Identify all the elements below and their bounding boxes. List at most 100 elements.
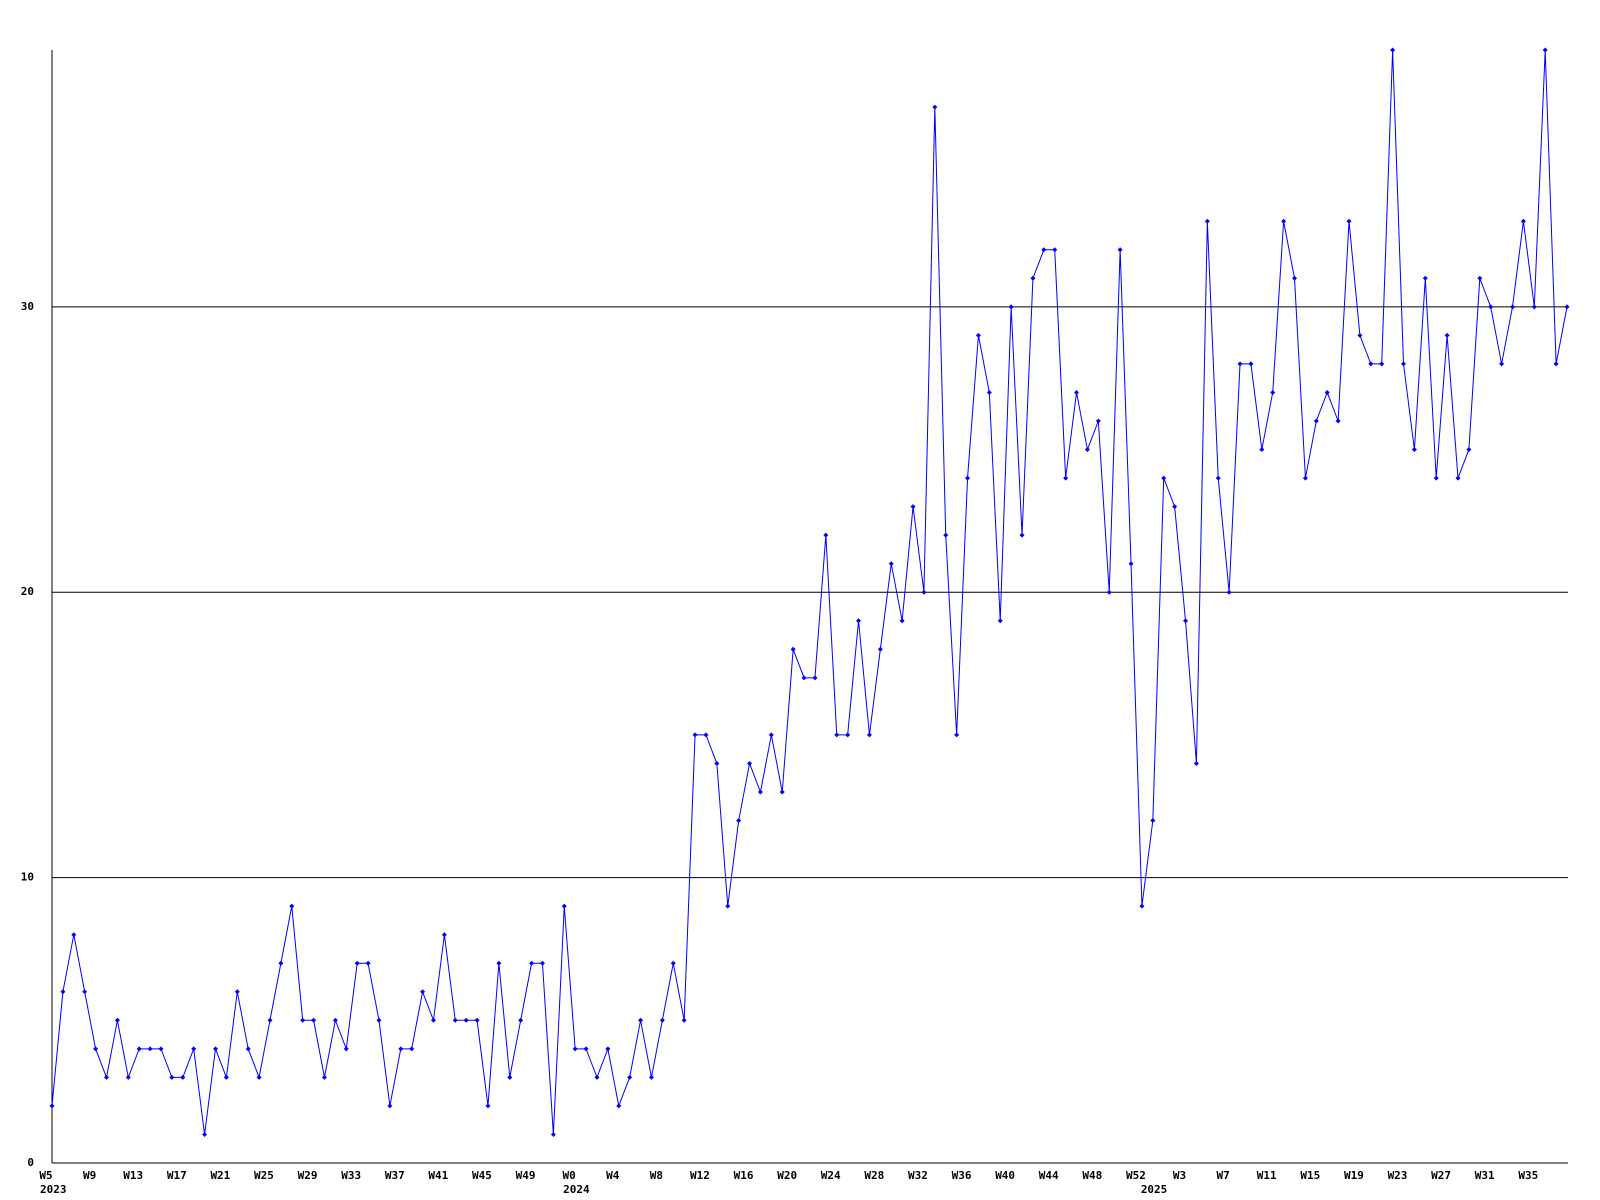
point: [1161, 475, 1167, 481]
point: [496, 960, 502, 966]
point: [1117, 247, 1123, 253]
point: [801, 675, 807, 681]
point: [169, 1074, 175, 1080]
point: [1270, 389, 1276, 395]
point: [1226, 589, 1232, 595]
x-tick-label: W48: [1082, 1169, 1102, 1182]
y-tick-label: 30: [21, 300, 34, 313]
point: [354, 960, 360, 966]
point: [1030, 275, 1036, 281]
point: [834, 732, 840, 738]
point: [343, 1046, 349, 1052]
point: [93, 1046, 99, 1052]
x-tick-label: W23: [1388, 1169, 1408, 1182]
point: [757, 789, 763, 795]
point: [158, 1046, 164, 1052]
point: [725, 903, 731, 909]
x-tick-label: W5: [39, 1169, 52, 1182]
point: [965, 475, 971, 481]
point: [1204, 218, 1210, 224]
point: [1150, 818, 1156, 824]
point: [1084, 447, 1090, 453]
point: [823, 532, 829, 538]
y-tick-label: 0: [27, 1156, 34, 1169]
point: [518, 1017, 524, 1023]
x-tick-label: W21: [210, 1169, 230, 1182]
x-tick-label: W41: [428, 1169, 448, 1182]
point: [888, 561, 894, 567]
point: [638, 1017, 644, 1023]
point: [1542, 47, 1548, 53]
point: [703, 732, 709, 738]
point: [1346, 218, 1352, 224]
point: [1477, 275, 1483, 281]
point: [1422, 275, 1428, 281]
point: [1008, 304, 1014, 310]
point: [899, 618, 905, 624]
point: [1237, 361, 1243, 367]
x-tick-label: W25: [254, 1169, 274, 1182]
point: [594, 1074, 600, 1080]
point: [975, 332, 981, 338]
point: [921, 589, 927, 595]
point: [202, 1131, 208, 1137]
point: [747, 760, 753, 766]
point: [1401, 361, 1407, 367]
point: [1390, 47, 1396, 53]
year-label: 2023: [40, 1183, 67, 1196]
point: [485, 1103, 491, 1109]
point: [1564, 304, 1570, 310]
point: [1074, 389, 1080, 395]
y-tick-label: 20: [21, 585, 34, 598]
point: [1411, 447, 1417, 453]
x-tick-label: W4: [606, 1169, 620, 1182]
point: [49, 1103, 55, 1109]
point: [572, 1046, 578, 1052]
point: [1063, 475, 1069, 481]
x-tick-label: W44: [1039, 1169, 1059, 1182]
point: [1444, 332, 1450, 338]
x-tick-label: W40: [995, 1169, 1015, 1182]
point: [245, 1046, 251, 1052]
x-tick-label: W9: [83, 1169, 96, 1182]
point: [648, 1074, 654, 1080]
point: [856, 618, 862, 624]
point: [212, 1046, 218, 1052]
point: [332, 1017, 338, 1023]
point: [125, 1074, 131, 1080]
x-tick-label: W17: [167, 1169, 187, 1182]
point: [420, 989, 426, 995]
x-tick-label: W7: [1216, 1169, 1229, 1182]
point: [1379, 361, 1385, 367]
point: [1520, 218, 1526, 224]
point: [136, 1046, 142, 1052]
point: [954, 732, 960, 738]
point: [147, 1046, 153, 1052]
point: [539, 960, 545, 966]
point: [1183, 618, 1189, 624]
point: [1357, 332, 1363, 338]
point: [1139, 903, 1145, 909]
point: [1215, 475, 1221, 481]
point: [1095, 418, 1101, 424]
point: [1313, 418, 1319, 424]
x-tick-label: W24: [821, 1169, 841, 1182]
point: [289, 903, 295, 909]
point: [627, 1074, 633, 1080]
point: [583, 1046, 589, 1052]
point: [452, 1017, 458, 1023]
point: [1248, 361, 1254, 367]
point: [692, 732, 698, 738]
point: [616, 1103, 622, 1109]
point: [1531, 304, 1537, 310]
point: [191, 1046, 197, 1052]
point: [1510, 304, 1516, 310]
point: [943, 532, 949, 538]
point: [1466, 447, 1472, 453]
point: [659, 1017, 665, 1023]
point: [103, 1074, 109, 1080]
point: [1281, 218, 1287, 224]
point: [1259, 447, 1265, 453]
